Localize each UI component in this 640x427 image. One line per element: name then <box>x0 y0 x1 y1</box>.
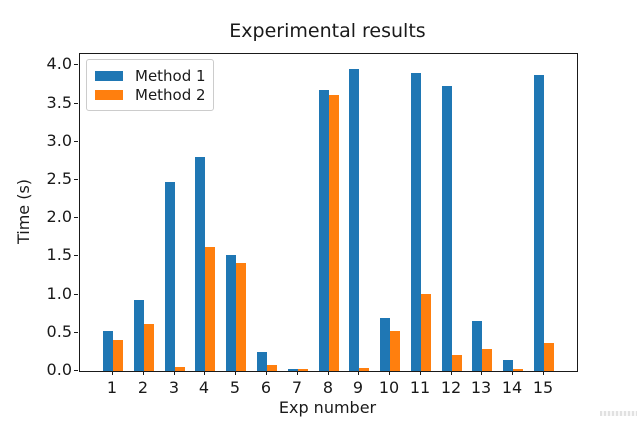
y-tick-mark-1.0 <box>74 294 78 295</box>
bar-method-2-exp9 <box>359 368 369 371</box>
x-tick-mark-10 <box>389 371 390 375</box>
x-tick-mark-9 <box>358 371 359 375</box>
y-tick-mark-3.5 <box>74 103 78 104</box>
y-tick-label-1.0: 1.0 <box>46 284 72 303</box>
x-tick-label-3: 3 <box>168 378 180 397</box>
bar-method-2-exp10 <box>390 331 400 371</box>
bar-method-2-exp6 <box>267 365 277 371</box>
bar-method-1-exp3 <box>165 182 175 371</box>
x-tick-label-1: 1 <box>106 378 118 397</box>
watermark <box>600 411 637 416</box>
legend-swatch-method-1-icon <box>95 70 123 81</box>
y-tick-mark-3.0 <box>74 141 78 142</box>
x-tick-mark-11 <box>420 371 421 375</box>
legend-item-method-1: Method 1 <box>95 66 206 85</box>
bar-method-1-exp10 <box>380 318 390 371</box>
x-tick-label-14: 14 <box>501 378 523 397</box>
x-tick-mark-3 <box>174 371 175 375</box>
x-tick-label-5: 5 <box>229 378 241 397</box>
x-tick-label-10: 10 <box>378 378 400 397</box>
x-tick-label-4: 4 <box>198 378 210 397</box>
y-tick-mark-2.0 <box>74 217 78 218</box>
y-tick-label-2.5: 2.5 <box>46 169 72 188</box>
bar-method-2-exp8 <box>329 95 339 371</box>
bar-method-2-exp3 <box>175 367 185 371</box>
bar-method-1-exp1 <box>103 331 113 371</box>
bar-method-2-exp11 <box>421 294 431 371</box>
y-tick-label-3.0: 3.0 <box>46 131 72 150</box>
bar-method-2-exp1 <box>113 340 123 371</box>
bar-method-1-exp11 <box>411 73 421 371</box>
bar-method-1-exp5 <box>226 255 236 371</box>
y-tick-mark-1.5 <box>74 255 78 256</box>
x-tick-label-7: 7 <box>291 378 303 397</box>
x-tick-label-2: 2 <box>137 378 149 397</box>
bar-method-1-exp13 <box>472 321 482 371</box>
x-tick-mark-7 <box>297 371 298 375</box>
x-tick-mark-4 <box>204 371 205 375</box>
bar-method-1-exp15 <box>534 75 544 371</box>
x-tick-mark-6 <box>266 371 267 375</box>
bar-method-2-exp7 <box>298 369 308 371</box>
y-tick-label-0.0: 0.0 <box>46 360 72 379</box>
x-tick-mark-13 <box>481 371 482 375</box>
x-tick-mark-14 <box>512 371 513 375</box>
bar-method-2-exp4 <box>205 247 215 371</box>
x-tick-mark-1 <box>112 371 113 375</box>
legend-item-method-2: Method 2 <box>95 85 206 104</box>
legend-label-method-1: Method 1 <box>135 66 206 85</box>
x-axis-label: Exp number <box>278 398 377 417</box>
x-tick-mark-8 <box>328 371 329 375</box>
legend: Method 1 Method 2 <box>86 59 214 111</box>
bar-method-2-exp15 <box>544 343 554 371</box>
y-tick-label-2.0: 2.0 <box>46 207 72 226</box>
legend-swatch-method-2-icon <box>95 89 123 100</box>
bar-method-1-exp9 <box>349 69 359 371</box>
y-tick-mark-2.5 <box>74 179 78 180</box>
bars-layer <box>80 54 577 371</box>
plot-area: Method 1 Method 2 <box>79 53 578 372</box>
chart-title: Experimental results <box>229 20 426 42</box>
y-tick-label-0.5: 0.5 <box>46 322 72 341</box>
bar-method-1-exp12 <box>442 86 452 371</box>
bar-method-1-exp7 <box>288 369 298 371</box>
y-tick-label-1.5: 1.5 <box>46 245 72 264</box>
y-tick-label-3.5: 3.5 <box>46 93 72 112</box>
bar-method-1-exp14 <box>503 360 513 371</box>
y-tick-mark-0.0 <box>74 370 78 371</box>
x-tick-mark-5 <box>235 371 236 375</box>
x-tick-label-6: 6 <box>260 378 272 397</box>
legend-label-method-2: Method 2 <box>135 85 206 104</box>
bar-method-2-exp12 <box>452 355 462 371</box>
y-tick-mark-4.0 <box>74 64 78 65</box>
bar-method-1-exp8 <box>319 90 329 371</box>
x-tick-mark-12 <box>451 371 452 375</box>
bar-method-2-exp5 <box>236 263 246 371</box>
bar-method-2-exp2 <box>144 324 154 371</box>
y-tick-mark-0.5 <box>74 332 78 333</box>
x-tick-label-12: 12 <box>440 378 462 397</box>
bar-method-2-exp14 <box>513 369 523 371</box>
x-tick-label-11: 11 <box>409 378 431 397</box>
x-tick-label-8: 8 <box>322 378 334 397</box>
bar-method-1-exp6 <box>257 352 267 371</box>
x-tick-label-13: 13 <box>470 378 492 397</box>
x-tick-mark-15 <box>543 371 544 375</box>
x-tick-label-15: 15 <box>532 378 554 397</box>
bar-method-1-exp4 <box>195 157 205 371</box>
bar-method-2-exp13 <box>482 349 492 371</box>
x-tick-label-9: 9 <box>352 378 364 397</box>
x-tick-mark-2 <box>143 371 144 375</box>
y-tick-label-4.0: 4.0 <box>46 54 72 73</box>
bar-method-1-exp2 <box>134 300 144 371</box>
